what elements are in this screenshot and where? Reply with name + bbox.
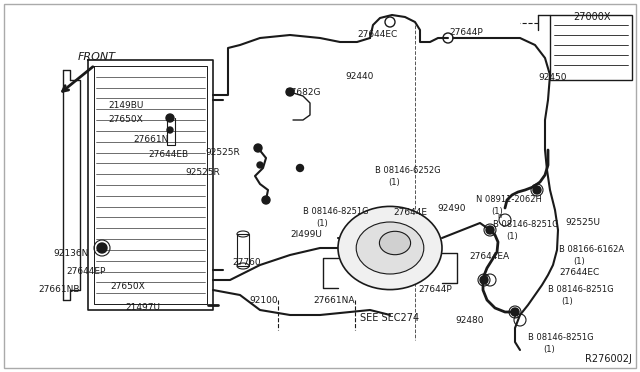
Text: 27650X: 27650X [110, 282, 145, 291]
Text: 2149BU: 2149BU [108, 101, 143, 110]
Text: 92136N: 92136N [53, 249, 88, 258]
Text: 2I499U: 2I499U [290, 230, 322, 239]
Circle shape [166, 114, 174, 122]
Text: 27644EB: 27644EB [148, 150, 188, 159]
Text: 27000X: 27000X [573, 12, 611, 22]
Circle shape [480, 276, 488, 284]
Text: 92525U: 92525U [565, 218, 600, 227]
Text: 27650X: 27650X [108, 115, 143, 124]
Text: 92480: 92480 [455, 316, 483, 325]
Ellipse shape [380, 231, 411, 255]
Text: 27644E: 27644E [393, 208, 427, 217]
Text: 92100: 92100 [249, 296, 278, 305]
Circle shape [533, 186, 541, 194]
Text: 27644P: 27644P [449, 28, 483, 37]
Text: N 08911-2062H: N 08911-2062H [476, 195, 542, 204]
Ellipse shape [356, 222, 424, 274]
Text: (1): (1) [573, 257, 585, 266]
Text: R276002J: R276002J [585, 354, 632, 364]
Text: 27644EP: 27644EP [66, 267, 106, 276]
Text: 27661NA: 27661NA [313, 296, 355, 305]
Text: B 08146-8251G: B 08146-8251G [528, 333, 594, 342]
Text: (1): (1) [388, 178, 400, 187]
Circle shape [286, 88, 294, 96]
Text: (1): (1) [491, 207, 503, 216]
Text: (1): (1) [316, 219, 328, 228]
Circle shape [254, 144, 262, 152]
Circle shape [511, 308, 519, 316]
Circle shape [262, 196, 270, 204]
Text: 92450: 92450 [538, 73, 566, 82]
Text: 27661NB: 27661NB [38, 285, 79, 294]
Text: B 08146-8251G: B 08146-8251G [548, 285, 614, 294]
Text: 92525R: 92525R [185, 168, 220, 177]
Text: 27644EC: 27644EC [357, 30, 397, 39]
Circle shape [167, 127, 173, 133]
Text: 27661N: 27661N [133, 135, 168, 144]
Text: 92490: 92490 [437, 204, 465, 213]
Circle shape [257, 162, 263, 168]
Bar [550, 15, 632, 80]
Text: 27644P: 27644P [418, 285, 452, 294]
Ellipse shape [338, 206, 442, 289]
Text: B 08146-6252G: B 08146-6252G [375, 166, 440, 175]
Text: 92525R: 92525R [205, 148, 240, 157]
Bar [237, 234, 249, 266]
Circle shape [486, 226, 494, 234]
Text: 27760: 27760 [232, 258, 260, 267]
Circle shape [97, 243, 107, 253]
Text: 21497U: 21497U [125, 303, 160, 312]
Text: 92440: 92440 [345, 72, 373, 81]
Text: B 08166-6162A: B 08166-6162A [559, 245, 624, 254]
Text: B: B [483, 273, 487, 279]
Text: 27644EA: 27644EA [469, 252, 509, 261]
Text: (1): (1) [543, 345, 555, 354]
Text: (1): (1) [561, 297, 573, 306]
Text: B: B [498, 214, 502, 218]
Text: (1): (1) [506, 232, 518, 241]
Text: B 08146-8251G: B 08146-8251G [493, 220, 559, 229]
Text: B 08146-8251G: B 08146-8251G [303, 207, 369, 216]
Text: FRONT: FRONT [78, 52, 116, 62]
Text: 27682G: 27682G [285, 88, 321, 97]
Text: 27644EC: 27644EC [559, 268, 599, 277]
Circle shape [296, 164, 303, 171]
Text: SEE SEC274: SEE SEC274 [360, 313, 419, 323]
Text: B: B [513, 314, 517, 318]
